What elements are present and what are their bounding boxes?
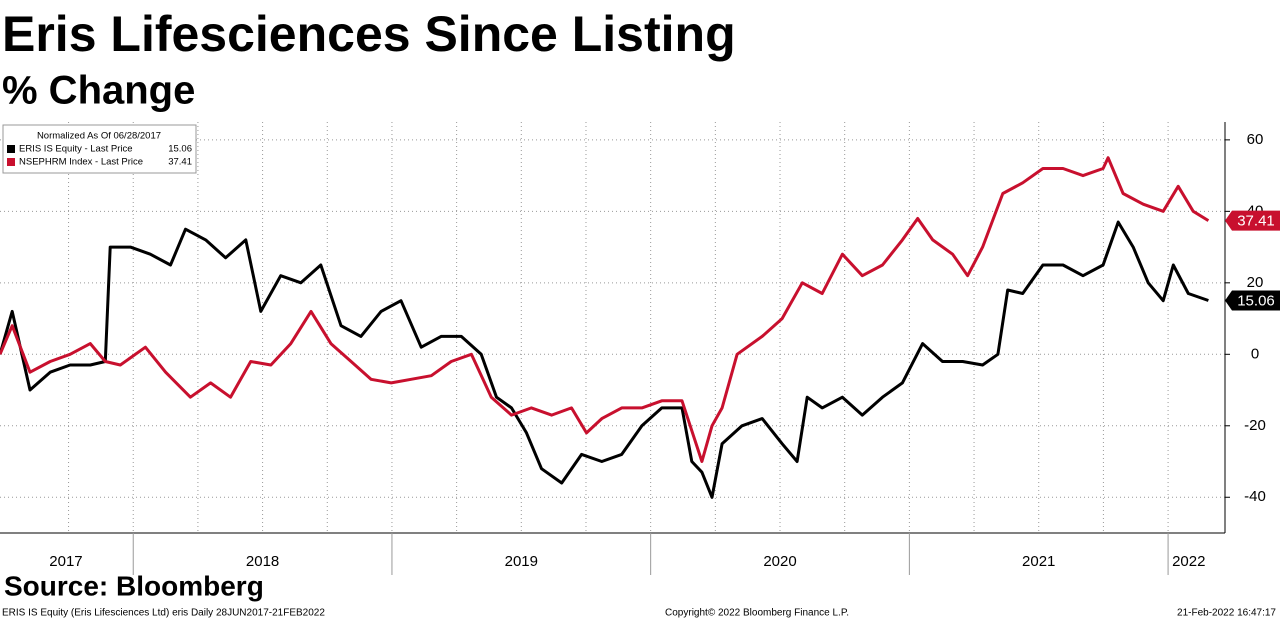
series-line: [0, 220, 1209, 499]
legend: Normalized As Of 06/28/2017 ERIS IS Equit…: [2, 124, 197, 174]
y-tick-label: 60: [1247, 131, 1264, 148]
legend-swatch: [7, 158, 15, 166]
legend-value: 37.41: [168, 157, 192, 168]
x-tick-label: 2019: [505, 553, 538, 570]
x-tick-label: 2018: [246, 553, 279, 570]
legend-label: ERIS IS Equity - Last Price: [19, 144, 133, 155]
y-tick-label: 0: [1251, 345, 1259, 362]
chart-subtitle: % Change: [2, 69, 195, 113]
legend-title: Normalized As Of 06/28/2017: [37, 131, 161, 142]
x-axis-bar: [0, 533, 1225, 575]
y-tick-label: 20: [1247, 274, 1264, 291]
x-tick-label: 2020: [763, 553, 796, 570]
source: Source: Bloomberg: [4, 570, 264, 601]
legend-swatch: [7, 145, 15, 153]
footer-center: Copyright© 2022 Bloomberg Finance L.P.: [665, 608, 849, 619]
y-tick-label: -40: [1244, 488, 1266, 505]
chart-title: Eris Lifesciences Since Listing: [2, 6, 736, 62]
footer-left: ERIS IS Equity (Eris Lifesciences Ltd) e…: [2, 608, 325, 619]
last-price-label: 37.41: [1237, 213, 1275, 230]
last-price-tag: [1225, 290, 1280, 311]
series-line: [0, 156, 1210, 463]
last-price-tag: [1225, 210, 1280, 231]
y-tick-label: -20: [1244, 417, 1266, 434]
legend-label: NSEPHRM Index - Last Price: [19, 157, 143, 168]
last-price-label: 15.06: [1237, 292, 1275, 309]
legend-value: 15.06: [168, 144, 192, 155]
x-tick-label: 2022: [1172, 553, 1205, 570]
legend-box: [2, 124, 197, 174]
x-tick-label: 2021: [1022, 553, 1055, 570]
x-tick-label: 2017: [49, 553, 82, 570]
footer-right: 21-Feb-2022 16:47:17: [1177, 608, 1276, 619]
